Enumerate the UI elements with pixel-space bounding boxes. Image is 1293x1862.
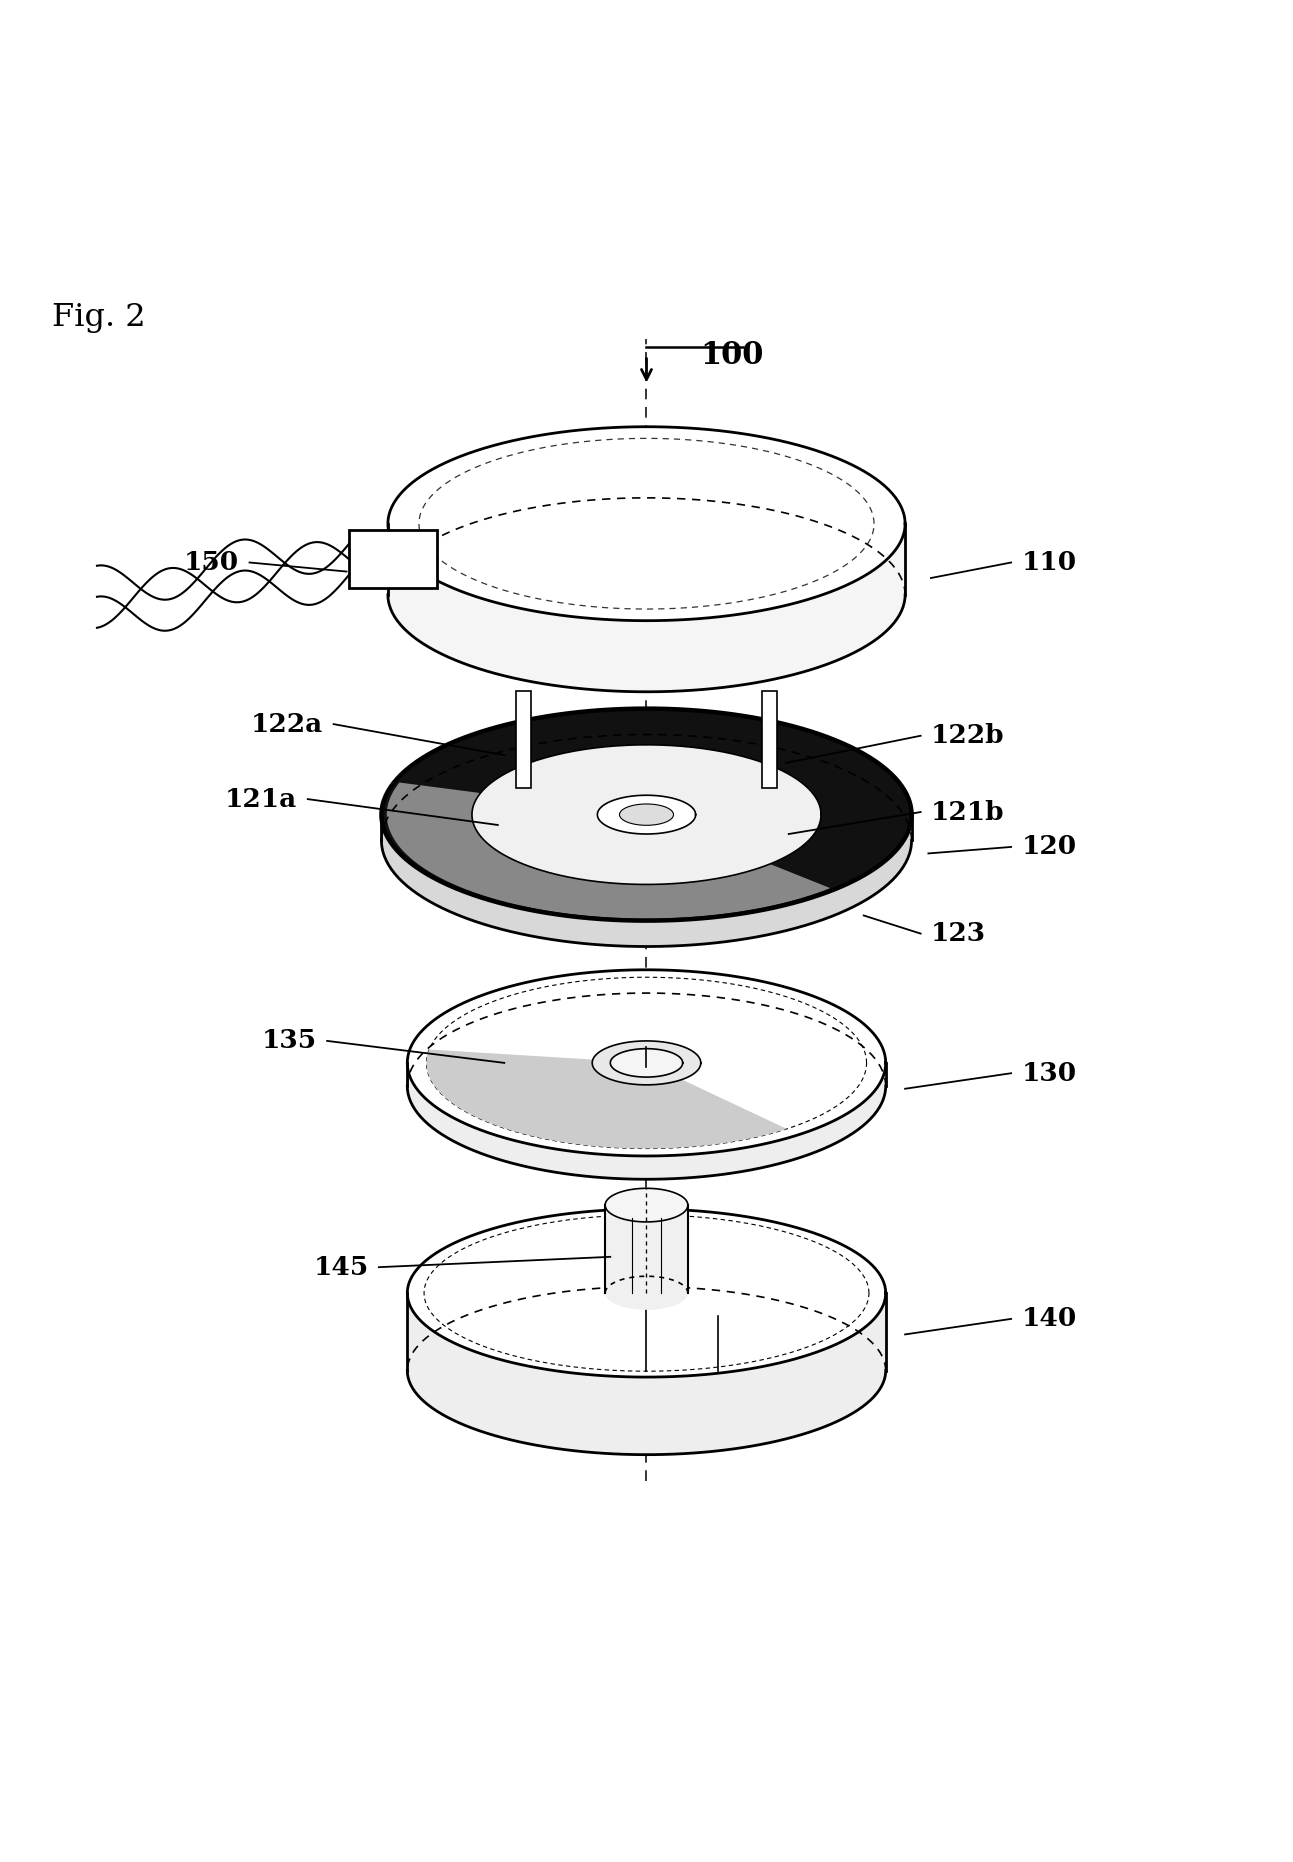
Text: 123: 123	[931, 922, 987, 946]
Ellipse shape	[407, 970, 886, 1156]
Polygon shape	[381, 709, 912, 920]
Polygon shape	[427, 1050, 786, 1149]
Ellipse shape	[610, 1048, 683, 1076]
Text: Fig. 2: Fig. 2	[52, 302, 145, 333]
Ellipse shape	[592, 1041, 701, 1086]
Text: 135: 135	[261, 1028, 317, 1054]
Polygon shape	[407, 970, 886, 1179]
Text: 140: 140	[1021, 1307, 1077, 1331]
Text: 130: 130	[1021, 1061, 1077, 1086]
Text: 121a: 121a	[225, 786, 297, 812]
Text: 150: 150	[184, 549, 239, 575]
Text: 120: 120	[1021, 834, 1077, 860]
Ellipse shape	[597, 795, 696, 834]
Text: 122b: 122b	[931, 722, 1005, 749]
Polygon shape	[381, 709, 912, 946]
Ellipse shape	[407, 1208, 886, 1378]
Polygon shape	[605, 1188, 688, 1309]
Bar	[349, 531, 437, 588]
Ellipse shape	[619, 804, 674, 825]
Text: 145: 145	[313, 1255, 369, 1279]
Ellipse shape	[388, 426, 905, 620]
Text: 110: 110	[1021, 549, 1077, 575]
Polygon shape	[387, 782, 830, 918]
Text: 121b: 121b	[931, 799, 1005, 825]
Ellipse shape	[472, 745, 821, 884]
Bar	[762, 691, 777, 788]
Bar	[516, 691, 531, 788]
Polygon shape	[388, 426, 905, 693]
Text: 122a: 122a	[251, 711, 323, 737]
Polygon shape	[407, 1208, 886, 1454]
Text: 100: 100	[701, 341, 764, 371]
Ellipse shape	[605, 1188, 688, 1221]
Ellipse shape	[381, 709, 912, 920]
